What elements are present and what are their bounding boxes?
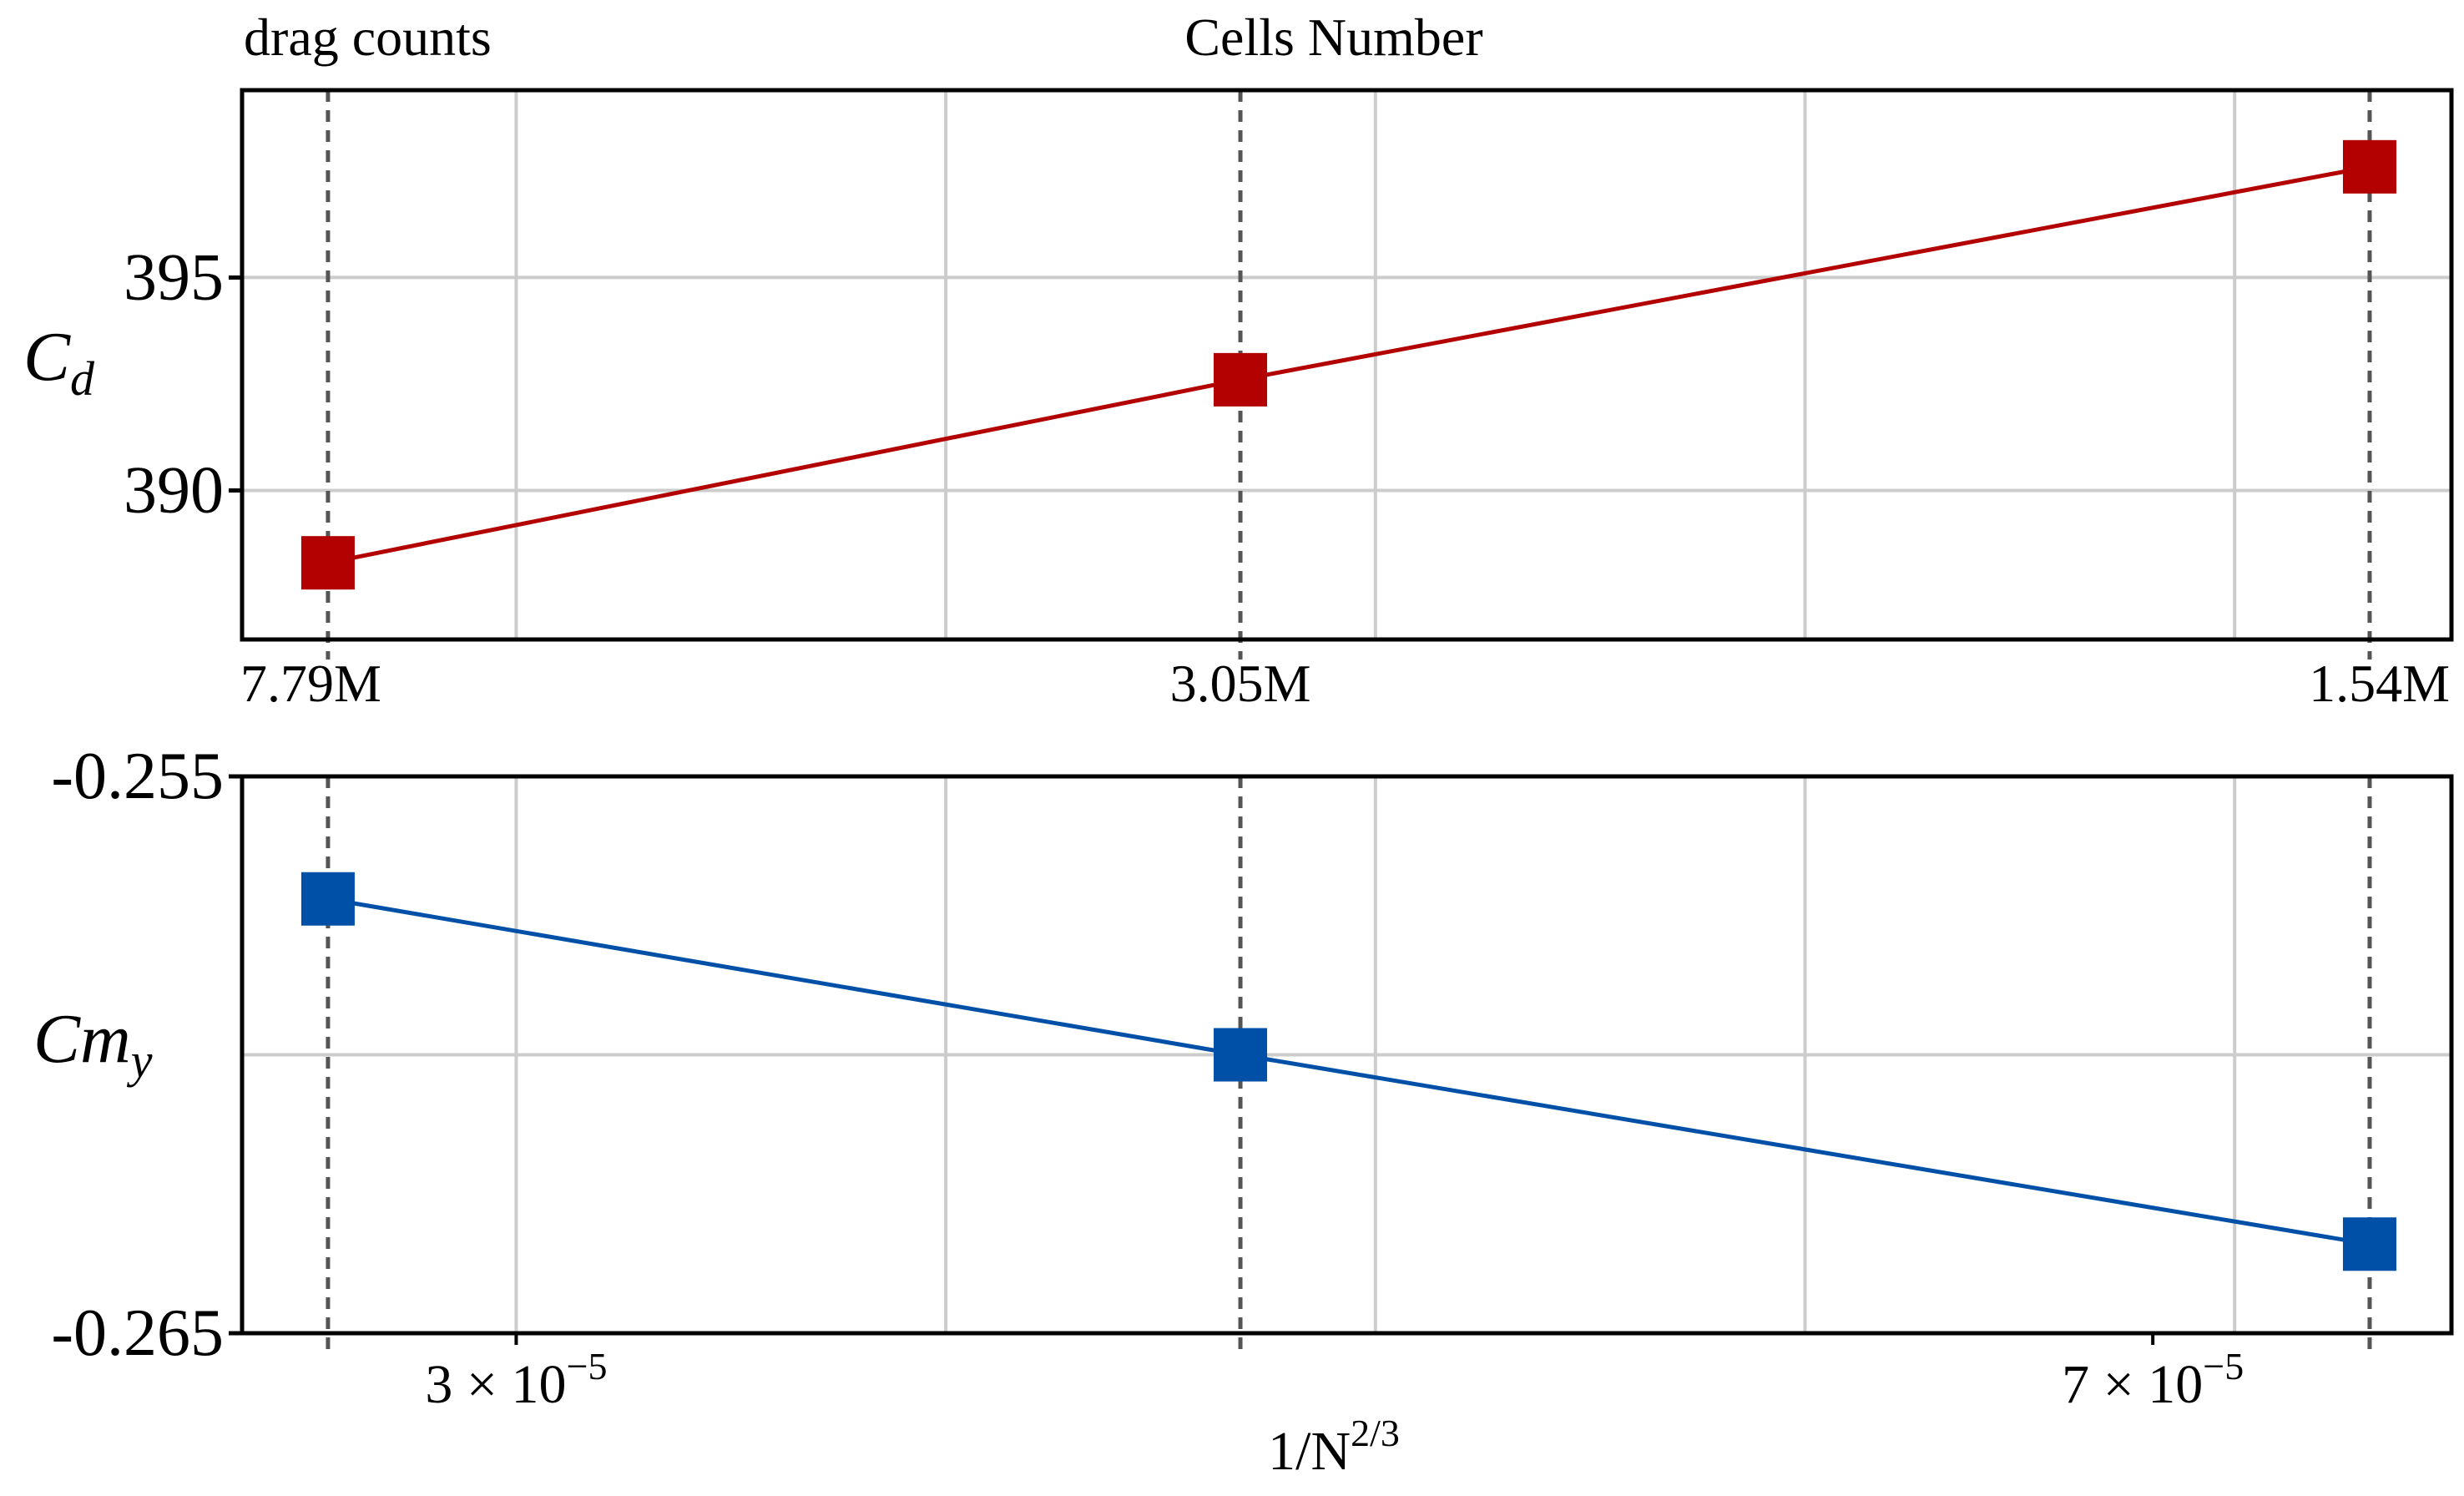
- top-series: [300, 139, 2396, 590]
- top-cell-markers: [326, 90, 2372, 660]
- top-ylabel: Cd: [23, 318, 95, 406]
- y-tick-label: 390: [124, 453, 224, 527]
- y-tick-label: -0.255: [51, 740, 224, 813]
- chart-title: Cells Number: [1184, 8, 1482, 67]
- bottom-y-ticks: -0.255 -0.265: [51, 740, 242, 1370]
- series-line: [327, 164, 2371, 565]
- data-point: [2342, 139, 2396, 194]
- bottom-x-ticks: 3 × 10−5 7 × 10−5: [425, 1333, 2244, 1415]
- bottom-frame: [240, 774, 2454, 1336]
- data-point: [2342, 1217, 2396, 1271]
- x-tick-label: 3 × 10−5: [425, 1345, 607, 1415]
- data-point: [300, 872, 355, 926]
- bottom-panel: -0.255 -0.265 3 × 10−5 7 × 10−5 Cmy 1/N2/3: [33, 740, 2454, 1482]
- bottom-series: [300, 872, 2396, 1271]
- data-point: [1214, 352, 1268, 407]
- top-cell-ticks: 7.79M 3.05M 1.54M: [240, 654, 2450, 713]
- y-tick-label: 395: [124, 240, 224, 314]
- bottom-grid: [242, 776, 2451, 1333]
- cell-tick-label: 7.79M: [240, 654, 381, 713]
- data-point: [300, 536, 355, 590]
- series-line: [327, 897, 2371, 1246]
- bottom-xlabel: 1/N2/3: [1268, 1412, 1400, 1482]
- top-frame: [240, 88, 2454, 642]
- bottom-ylabel: Cmy: [33, 1000, 153, 1088]
- top-y-ticks: 390 395: [124, 240, 242, 527]
- data-point: [1214, 1028, 1268, 1082]
- unit-label: drag counts: [244, 8, 492, 67]
- bottom-cell-markers: [326, 776, 2372, 1353]
- y-tick-label: -0.265: [51, 1296, 224, 1370]
- cell-tick-label: 3.05M: [1170, 654, 1311, 713]
- x-tick-label: 7 × 10−5: [2062, 1345, 2244, 1415]
- top-panel: drag counts Cells Number 390 395 7.79M 3.0…: [23, 8, 2454, 713]
- top-grid: [242, 90, 2451, 639]
- cell-tick-label: 1.54M: [2309, 654, 2450, 713]
